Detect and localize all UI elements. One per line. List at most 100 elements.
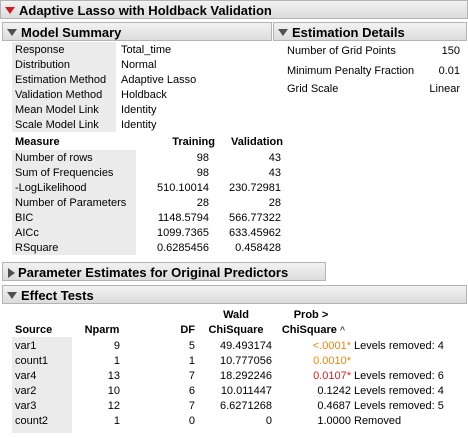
validation-value: 0.458428 <box>235 242 281 254</box>
model-summary-label-column <box>12 42 116 132</box>
measure-row: Sum of Frequencies 98 43 <box>15 166 281 181</box>
prob-cell: <.0001* <box>312 340 351 352</box>
source-cell: var3 <box>15 400 37 412</box>
estimation-value: 150 <box>441 45 460 57</box>
measure-label: AICc <box>15 227 39 239</box>
sort-indicator-icon[interactable]: ^ <box>339 325 346 335</box>
measure-label-column <box>12 150 136 255</box>
summary-value: Total_time <box>121 44 172 56</box>
df-cell: 0 <box>188 415 195 427</box>
df-cell: 5 <box>188 340 195 352</box>
validation-value: 633.45962 <box>229 227 281 239</box>
estimation-value: 0.01 <box>438 65 460 77</box>
validation-value: 43 <box>268 167 281 179</box>
parameter-estimates-title: Parameter Estimates for Original Predict… <box>18 265 289 281</box>
nparm-cell: 13 <box>107 370 120 382</box>
nparm-column-header[interactable]: Nparm <box>84 324 120 336</box>
nparm-cell: 1 <box>113 415 120 427</box>
summary-label: Response <box>15 44 65 56</box>
estimation-details-header[interactable]: Estimation Details <box>273 22 467 41</box>
measure-row: AICc 1099.7365 633.45962 <box>15 226 281 241</box>
chisquare-cell: 10.011447 <box>220 385 272 397</box>
summary-value: Identity <box>121 119 157 131</box>
df-cell: 7 <box>188 400 195 412</box>
measure-header-row: Measure Training Validation <box>15 135 283 150</box>
model-summary-header[interactable]: Model Summary <box>2 22 272 41</box>
chisquare-cell: 18.292246 <box>220 370 272 382</box>
effect-row: var3 12 7 6.6271268 0.4687 Levels removed: 5 <box>15 399 465 414</box>
prob-chisquare-header[interactable]: Prob > ChiSquare ^ <box>276 309 351 337</box>
df-column-header[interactable]: DF <box>180 324 195 336</box>
training-value: 98 <box>196 167 209 179</box>
measure-column-header: Measure <box>15 136 60 148</box>
df-cell: 6 <box>188 385 195 397</box>
training-value: 28 <box>196 197 209 209</box>
measure-label: -LogLikelihood <box>15 182 87 194</box>
measure-label: RSquare <box>15 242 59 254</box>
disclosure-expanded-icon[interactable] <box>7 29 17 37</box>
training-value: 510.10014 <box>157 182 209 194</box>
source-cell: count2 <box>15 415 49 427</box>
note-cell: Levels removed: 4 <box>354 385 444 397</box>
summary-row: Response Total_time <box>15 43 265 58</box>
source-cell: var4 <box>15 370 37 382</box>
chisquare-cell: 6.6271268 <box>220 400 272 412</box>
nparm-cell: 10 <box>107 385 120 397</box>
training-column-header: Training <box>172 136 215 148</box>
source-cell: var2 <box>15 385 37 397</box>
summary-value: Adaptive Lasso <box>121 74 197 86</box>
disclosure-expanded-icon[interactable] <box>7 292 17 300</box>
measure-label: Sum of Frequencies <box>15 167 114 179</box>
training-value: 1148.5794 <box>157 212 209 224</box>
prob-cell: 1.0000 <box>317 415 351 427</box>
prob-header-line2: ChiSquare ^ <box>276 324 351 337</box>
red-triangle-menu-icon[interactable] <box>5 7 15 15</box>
estimation-label: Number of Grid Points <box>287 45 396 57</box>
measure-label: Number of Parameters <box>15 197 127 209</box>
measure-label: BIC <box>15 212 34 224</box>
summary-label: Validation Method <box>15 89 103 101</box>
estimation-label: Grid Scale <box>287 83 339 95</box>
validation-value: 566.77322 <box>229 212 281 224</box>
validation-column-header: Validation <box>231 136 283 148</box>
summary-value: Identity <box>121 104 157 116</box>
training-value: 0.6285456 <box>157 242 209 254</box>
source-column-header[interactable]: Source <box>15 324 53 336</box>
measure-row: RSquare 0.6285456 0.458428 <box>15 241 281 256</box>
summary-row: Scale Model Link Identity <box>15 118 265 133</box>
prob-cell: 0.1242 <box>317 385 351 397</box>
chisquare-cell: 49.493174 <box>220 340 272 352</box>
wald-header-line1: Wald <box>223 309 249 321</box>
estimation-value: Linear <box>429 83 460 95</box>
report-header[interactable]: Adaptive Lasso with Holdback Validation <box>0 0 468 19</box>
model-summary-title: Model Summary <box>21 25 122 41</box>
measure-label: Number of rows <box>15 152 93 164</box>
source-column <box>12 337 72 433</box>
training-value: 1099.7365 <box>157 227 209 239</box>
source-cell: var1 <box>15 340 37 352</box>
validation-value: 43 <box>268 152 281 164</box>
disclosure-collapsed-icon[interactable] <box>8 267 15 278</box>
parameter-estimates-header[interactable]: Parameter Estimates for Original Predict… <box>2 262 326 281</box>
note-cell: Levels removed: 6 <box>354 370 444 382</box>
prob-cell: 0.0010* <box>313 355 351 367</box>
estimation-label: Minimum Penalty Fraction <box>287 65 415 77</box>
disclosure-expanded-icon[interactable] <box>278 29 288 37</box>
estimation-row: Number of Grid Points 150 <box>287 44 462 59</box>
nparm-cell: 1 <box>113 355 120 367</box>
wald-chisquare-header[interactable]: Wald ChiSquare <box>200 309 272 337</box>
summary-row: Distribution Normal <box>15 58 265 73</box>
note-cell: Removed <box>354 415 402 427</box>
effect-row: count2 1 0 0 1.0000 Removed <box>15 414 465 429</box>
effect-tests-header[interactable]: Effect Tests <box>2 285 467 304</box>
effect-row: var1 9 5 49.493174 <.0001* Levels removed: 4 <box>15 339 465 354</box>
chisquare-cell: 10.777056 <box>220 355 272 367</box>
estimation-row: Grid Scale Linear <box>287 82 462 97</box>
summary-label: Estimation Method <box>15 74 107 86</box>
note-cell: Levels removed: 4 <box>354 340 444 352</box>
training-value: 98 <box>196 152 209 164</box>
summary-label: Distribution <box>15 59 71 71</box>
df-cell: 1 <box>188 355 195 367</box>
prob-cell: 0.4687 <box>317 400 351 412</box>
chisquare-cell: 0 <box>265 415 272 427</box>
